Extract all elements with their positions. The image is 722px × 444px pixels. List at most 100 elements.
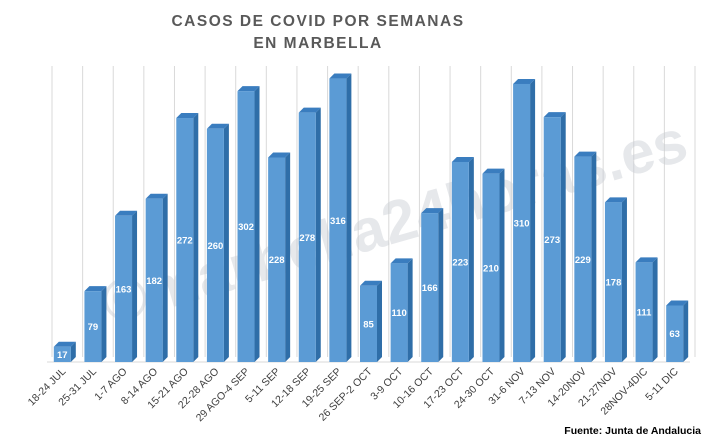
bar xyxy=(53,341,76,362)
bar-side xyxy=(223,123,229,363)
bar-top xyxy=(84,286,107,292)
chart-title-line-1: CASOS DE COVID POR SEMANAS xyxy=(171,13,464,30)
bar-side xyxy=(683,300,689,362)
bar-side xyxy=(162,193,168,362)
data-label: 310 xyxy=(514,218,530,229)
bar xyxy=(115,210,138,362)
bar-side xyxy=(652,257,658,362)
bar-side xyxy=(468,156,474,362)
bar-front xyxy=(451,161,469,362)
data-label: 316 xyxy=(330,216,346,227)
bar-top xyxy=(390,258,413,264)
bar-side xyxy=(101,286,107,362)
bar-front xyxy=(604,202,622,362)
bar-top xyxy=(604,197,627,203)
bar xyxy=(543,112,566,362)
data-label: 166 xyxy=(422,283,438,294)
bar xyxy=(268,152,291,362)
bar-front xyxy=(421,213,439,362)
data-label: 228 xyxy=(269,255,285,266)
bar-top xyxy=(360,280,382,286)
bar-top xyxy=(513,78,536,84)
data-label: 273 xyxy=(544,235,560,246)
data-label: 111 xyxy=(637,308,653,319)
bar xyxy=(176,113,199,363)
bar-side xyxy=(285,152,291,362)
data-label: 110 xyxy=(391,308,406,319)
bar-top xyxy=(115,210,138,216)
bar-side xyxy=(254,86,260,363)
bar-top xyxy=(574,151,597,157)
bar-front xyxy=(360,285,377,362)
data-label: 260 xyxy=(207,241,223,252)
bar-side xyxy=(315,107,321,362)
bar-top xyxy=(237,86,260,92)
bar-front xyxy=(482,173,500,362)
data-label: 182 xyxy=(146,276,162,287)
bar-side xyxy=(438,208,444,362)
bar xyxy=(666,300,689,362)
bar-front xyxy=(635,262,653,362)
bar-front xyxy=(543,117,561,362)
bar-top xyxy=(543,112,566,118)
bar-top xyxy=(298,107,321,113)
bar xyxy=(84,286,107,362)
bar xyxy=(206,123,229,363)
data-label: 278 xyxy=(299,233,315,244)
bar-side xyxy=(377,280,382,362)
chart-title-line-2: EN MARBELLA xyxy=(253,35,382,52)
bar xyxy=(390,258,413,362)
bar xyxy=(421,208,444,362)
bar xyxy=(329,73,352,362)
bar-top xyxy=(666,300,689,306)
bar-side xyxy=(407,258,413,362)
bar xyxy=(635,257,658,362)
bar-front xyxy=(268,157,286,362)
bar xyxy=(574,151,597,362)
bar xyxy=(604,197,627,362)
bar-top xyxy=(206,123,229,129)
bar-side xyxy=(346,73,352,362)
data-labels: 17 79 163 182 272 260 302 228 278 316 85 110 166 223 2… xyxy=(57,216,680,361)
data-label: 17 xyxy=(57,350,68,361)
data-label: 163 xyxy=(116,284,132,295)
data-label: 85 xyxy=(363,319,374,330)
bar-top xyxy=(482,168,505,174)
bar xyxy=(451,156,474,362)
bar-front xyxy=(145,198,163,362)
bar-front xyxy=(206,128,224,362)
bar xyxy=(145,193,168,362)
bar-top xyxy=(421,208,444,214)
bar-front xyxy=(666,305,684,362)
bar-front xyxy=(115,215,133,362)
bar xyxy=(513,78,536,362)
data-label: 63 xyxy=(669,329,680,340)
bar-side xyxy=(560,112,566,362)
bar-top xyxy=(451,156,474,162)
bar-top xyxy=(145,193,168,199)
data-label: 178 xyxy=(606,278,622,289)
bar-side xyxy=(591,151,597,362)
bar-top xyxy=(268,152,291,158)
bar-front xyxy=(390,263,408,362)
data-label: 210 xyxy=(483,263,499,274)
bar-side xyxy=(70,341,76,362)
data-label: 223 xyxy=(452,257,468,268)
source-note: Fuente: Junta de Andalucia xyxy=(564,425,701,437)
bar xyxy=(237,86,260,363)
bar-front xyxy=(298,112,316,362)
bars xyxy=(53,73,689,363)
data-label: 79 xyxy=(88,322,99,333)
bar xyxy=(298,107,321,362)
bar xyxy=(360,280,382,362)
bar-top xyxy=(176,113,199,119)
bar-front xyxy=(176,118,194,363)
bar-side xyxy=(530,78,536,362)
bar-front xyxy=(84,291,102,362)
bar-front xyxy=(574,156,592,362)
bar-side xyxy=(499,168,505,362)
bar xyxy=(482,168,505,362)
